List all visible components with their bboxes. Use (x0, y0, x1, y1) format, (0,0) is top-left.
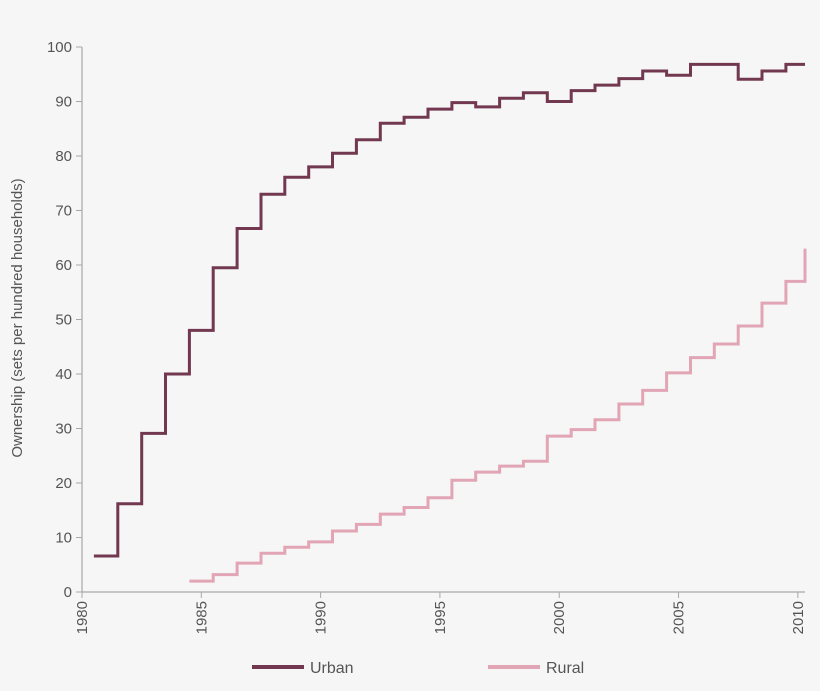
y-axis-title: Ownership (sets per hundred households) (9, 178, 26, 457)
x-tick-labels: 1980 1985 1990 1995 2000 2005 2010 (74, 592, 807, 634)
x-tick-label: 2010 (790, 601, 807, 634)
legend-label-urban: Urban (310, 660, 354, 677)
x-tick-label: 2000 (551, 601, 568, 634)
x-tick-label: 1990 (313, 601, 330, 634)
y-axis-title-group: Ownership (sets per hundred households) (9, 178, 26, 457)
y-tick-label: 70 (55, 203, 72, 220)
y-tick-label: 90 (55, 94, 72, 111)
y-tick-label: 10 (55, 530, 72, 547)
x-tick-label: 1985 (193, 601, 210, 634)
axes (81, 47, 805, 593)
x-tick-label: 2005 (671, 601, 688, 634)
x-tick-label: 1980 (74, 601, 91, 634)
series-layer (93, 62, 807, 583)
series-line-urban (93, 62, 805, 558)
y-tick-label: 20 (55, 475, 72, 492)
y-tick-label: 80 (55, 148, 72, 165)
y-tick-label: 50 (55, 312, 72, 329)
y-tick-label: 100 (47, 39, 72, 56)
y-tick-labels: 0 10 20 30 40 50 60 70 80 90 100 (47, 39, 82, 601)
y-tick-label: 30 (55, 421, 72, 438)
x-tick-label: 1995 (432, 601, 449, 634)
legend-label-rural: Rural (546, 660, 584, 677)
series-line-rural (189, 248, 807, 583)
y-tick-label: 40 (55, 366, 72, 383)
y-tick-label: 60 (55, 257, 72, 274)
legend: Urban Rural (252, 660, 584, 677)
y-tick-label: 0 (64, 584, 72, 601)
